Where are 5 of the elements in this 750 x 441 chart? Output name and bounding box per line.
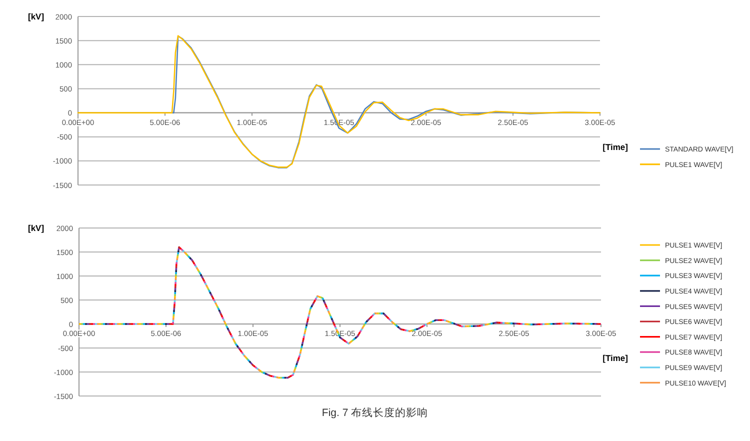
y-axis-title: [kV] <box>28 12 44 22</box>
y-axis-title: [kV] <box>28 223 44 233</box>
caption: Fig. 7 布线长度的影响 <box>322 406 428 419</box>
x-axis-title: [Time] <box>602 353 628 363</box>
x-axis-title: [Time] <box>602 142 628 152</box>
